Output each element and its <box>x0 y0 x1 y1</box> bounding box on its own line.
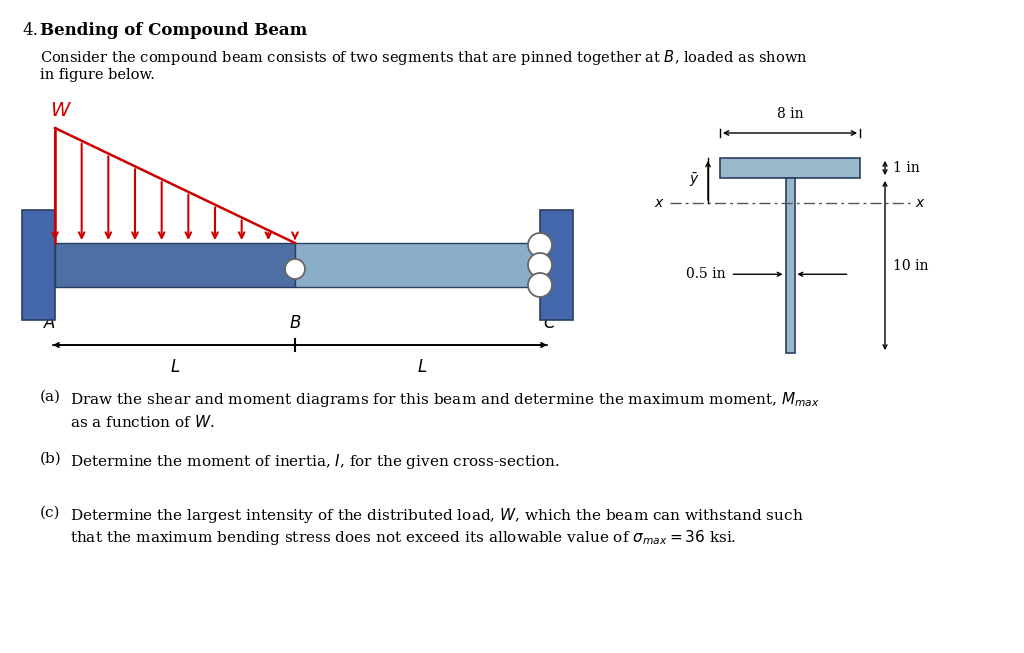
Text: (a): (a) <box>40 390 61 404</box>
Text: $x$: $x$ <box>915 196 926 210</box>
Circle shape <box>528 233 552 257</box>
Circle shape <box>528 253 552 277</box>
Text: 10 in: 10 in <box>893 259 929 272</box>
Text: Bending of Compound Beam: Bending of Compound Beam <box>40 22 307 39</box>
Text: $L$: $L$ <box>418 359 428 376</box>
Text: as a function of $W$.: as a function of $W$. <box>70 414 214 430</box>
Text: in figure below.: in figure below. <box>40 68 155 82</box>
Text: $A$: $A$ <box>43 315 56 332</box>
Text: Determine the largest intensity of the distributed load, $W$, which the beam can: Determine the largest intensity of the d… <box>70 506 804 525</box>
Bar <box>540 210 573 320</box>
Bar <box>720 158 860 178</box>
Bar <box>295 243 540 287</box>
Text: 1 in: 1 in <box>893 161 920 175</box>
Text: $C$: $C$ <box>543 315 557 332</box>
Text: $B$: $B$ <box>289 315 301 332</box>
Circle shape <box>528 273 552 297</box>
Text: $W$: $W$ <box>50 102 72 120</box>
Bar <box>22 210 55 320</box>
Text: $L$: $L$ <box>170 359 180 376</box>
Bar <box>55 243 295 287</box>
Circle shape <box>285 259 305 279</box>
Text: Determine the moment of inertia, $I$, for the given cross-section.: Determine the moment of inertia, $I$, fo… <box>70 452 559 471</box>
Text: 4.: 4. <box>22 22 38 39</box>
Text: Draw the shear and moment diagrams for this beam and determine the maximum momen: Draw the shear and moment diagrams for t… <box>70 390 820 409</box>
Text: (b): (b) <box>40 452 61 466</box>
Text: 8 in: 8 in <box>776 107 803 121</box>
Text: $\bar{y}$: $\bar{y}$ <box>689 172 699 189</box>
Text: (c): (c) <box>40 506 60 520</box>
Text: $x$: $x$ <box>654 196 665 210</box>
Text: 0.5 in: 0.5 in <box>686 267 725 281</box>
Bar <box>785 178 795 353</box>
Text: that the maximum bending stress does not exceed its allowable value of $\sigma_{: that the maximum bending stress does not… <box>70 528 736 547</box>
Text: Consider the compound beam consists of two segments that are pinned together at : Consider the compound beam consists of t… <box>40 48 808 67</box>
